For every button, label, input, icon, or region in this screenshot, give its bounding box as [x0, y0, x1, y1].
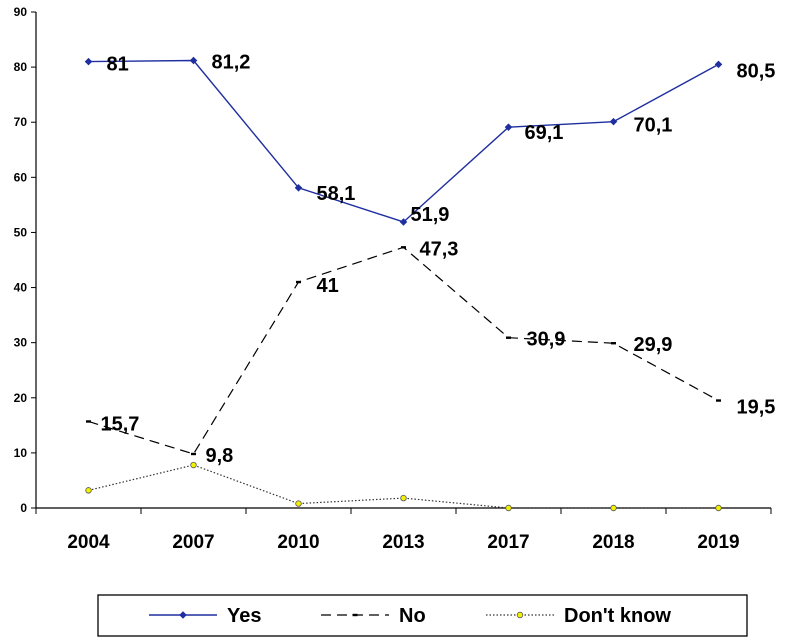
data-label-yes: 69,1	[525, 122, 564, 144]
data-label-yes: 81,2	[212, 51, 251, 73]
x-tick-label: 2018	[592, 532, 634, 553]
legend-marker-yes	[179, 611, 187, 619]
data-label-yes: 70,1	[634, 115, 673, 137]
y-tick-label: 70	[14, 115, 28, 129]
y-tick-label: 20	[14, 391, 28, 405]
legend-marker-don-t-know	[516, 611, 524, 619]
legend-label-don-t-know: Don't know	[564, 605, 671, 627]
legend-box	[97, 594, 748, 637]
chart-legend: Yes No Don't know	[97, 594, 748, 637]
legend-label-yes: Yes	[227, 605, 261, 627]
series-line-yes	[88, 59, 719, 223]
x-tick-label: 2010	[277, 532, 319, 553]
data-point-yes	[714, 60, 723, 69]
data-point-yes	[189, 56, 198, 65]
y-tick-label: 10	[14, 446, 28, 460]
data-label-no: 41	[317, 275, 339, 297]
data-point-no	[611, 342, 616, 345]
x-tick-label: 2017	[487, 532, 529, 553]
data-point-don-t-know	[610, 504, 617, 512]
data-point-yes	[399, 218, 408, 226]
x-tick-label: 2013	[382, 532, 424, 553]
data-point-don-t-know	[715, 504, 722, 512]
data-label-no: 9,8	[206, 445, 234, 467]
data-point-yes	[294, 184, 303, 192]
data-point-no	[401, 246, 406, 249]
data-label-no: 29,9	[634, 334, 673, 356]
data-label-no: 15,7	[101, 413, 140, 435]
data-point-don-t-know	[505, 504, 512, 512]
data-label-no: 30,9	[527, 329, 566, 351]
data-point-no	[506, 336, 511, 339]
data-point-no	[296, 280, 301, 284]
y-tick-label: 90	[14, 5, 28, 19]
data-point-no	[191, 452, 196, 456]
series-line-no	[88, 246, 719, 455]
data-point-don-t-know	[295, 500, 302, 507]
y-tick-label: 60	[14, 170, 28, 184]
data-point-don-t-know	[190, 461, 197, 469]
data-point-don-t-know	[85, 487, 92, 494]
y-tick-label: 30	[14, 336, 28, 350]
data-point-no	[86, 420, 91, 423]
data-label-yes: 80,5	[737, 60, 776, 82]
data-point-no	[716, 399, 721, 402]
series-line-don-t-know	[88, 464, 719, 509]
data-point-yes	[504, 123, 513, 131]
y-tick-label: 0	[20, 501, 27, 515]
chart-axes	[35, 12, 771, 509]
legend-label-no: No	[399, 605, 426, 627]
y-tick-label: 40	[14, 281, 28, 295]
legend-marker-no	[352, 613, 358, 617]
chart-series	[84, 56, 723, 512]
data-label-yes: 51,9	[411, 204, 450, 226]
data-label-yes: 58,1	[317, 183, 356, 205]
data-label-no: 19,5	[737, 397, 776, 419]
x-tick-label: 2004	[67, 532, 110, 553]
data-point-yes	[84, 57, 93, 66]
data-point-yes	[609, 117, 618, 126]
y-tick-label: 50	[14, 225, 28, 239]
y-tick-label: 80	[14, 60, 28, 74]
data-label-no: 47,3	[420, 238, 459, 260]
y-axis-ticks: 0 10 20 30 40 50 60 70 80 90	[14, 5, 36, 515]
x-tick-label: 2019	[697, 532, 739, 553]
x-axis-ticks: 2004 2007 2010 2013 2017 2018 2019	[35, 508, 772, 553]
data-point-don-t-know	[400, 494, 407, 502]
data-label-yes: 81	[107, 54, 129, 76]
data-labels: 81 81,2 58,1 51,9 69,1 70,1 80,5 15,7 9,8 41 47,3 3…	[101, 51, 776, 466]
x-tick-label: 2007	[172, 532, 214, 553]
